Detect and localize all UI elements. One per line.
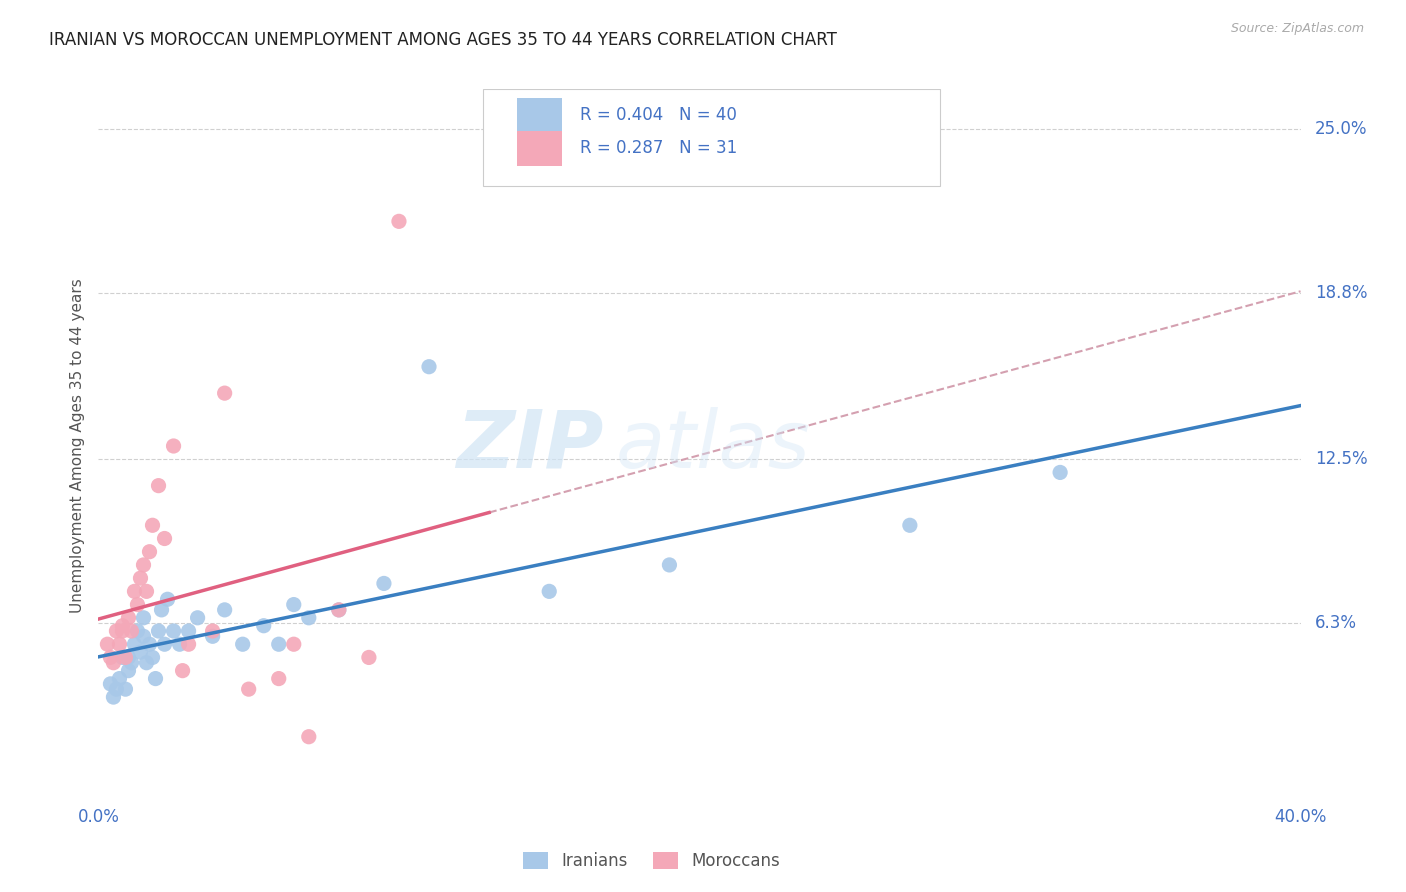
Point	[124, 584, 146, 599]
Point	[153, 532, 176, 546]
Point	[111, 624, 134, 638]
Point	[121, 624, 143, 638]
Point	[117, 650, 139, 665]
FancyBboxPatch shape	[484, 89, 939, 186]
Point	[114, 650, 136, 665]
Point	[388, 214, 411, 228]
Point	[135, 656, 157, 670]
Point	[141, 650, 163, 665]
Point	[111, 650, 134, 665]
Point	[132, 558, 155, 572]
Point	[148, 624, 170, 638]
Point	[298, 730, 321, 744]
Point	[121, 656, 143, 670]
Point	[187, 611, 209, 625]
Point	[658, 558, 681, 572]
Point	[418, 359, 440, 374]
Point	[141, 518, 163, 533]
Point	[538, 584, 561, 599]
Point	[357, 650, 380, 665]
Point	[328, 603, 350, 617]
Point	[127, 598, 149, 612]
Point	[148, 478, 170, 492]
Point	[153, 637, 176, 651]
Y-axis label: Unemployment Among Ages 35 to 44 years: Unemployment Among Ages 35 to 44 years	[69, 278, 84, 614]
Point	[1049, 466, 1071, 480]
Point	[267, 672, 290, 686]
Point	[214, 386, 236, 401]
Point	[201, 624, 224, 638]
Point	[105, 682, 128, 697]
Point	[124, 637, 146, 651]
Point	[267, 637, 290, 651]
Text: Source: ZipAtlas.com: Source: ZipAtlas.com	[1230, 22, 1364, 36]
Text: 12.5%: 12.5%	[1315, 450, 1368, 468]
Bar	[517, 98, 562, 132]
Text: 18.8%: 18.8%	[1315, 284, 1368, 301]
Point	[105, 624, 128, 638]
Point	[298, 611, 321, 625]
Point	[103, 656, 125, 670]
Point	[172, 664, 194, 678]
Point	[111, 618, 134, 632]
Text: R = 0.287   N = 31: R = 0.287 N = 31	[581, 139, 738, 157]
Text: R = 0.404   N = 40: R = 0.404 N = 40	[581, 106, 737, 124]
Point	[100, 677, 122, 691]
Point	[373, 576, 395, 591]
Point	[238, 682, 260, 697]
Point	[129, 645, 152, 659]
Point	[328, 603, 350, 617]
Point	[177, 637, 200, 651]
Point	[150, 603, 173, 617]
Point	[100, 650, 122, 665]
Point	[103, 690, 125, 704]
Point	[132, 611, 155, 625]
Point	[96, 637, 118, 651]
Text: atlas: atlas	[616, 407, 810, 485]
Point	[283, 637, 305, 651]
Point	[127, 624, 149, 638]
Text: 25.0%: 25.0%	[1315, 120, 1368, 138]
Point	[156, 592, 179, 607]
Point	[135, 584, 157, 599]
Point	[169, 637, 191, 651]
Legend: Iranians, Moroccans: Iranians, Moroccans	[516, 845, 786, 877]
Text: 6.3%: 6.3%	[1315, 614, 1357, 632]
Point	[108, 637, 131, 651]
Point	[253, 618, 276, 632]
Text: ZIP: ZIP	[456, 407, 603, 485]
Point	[138, 637, 160, 651]
Point	[114, 682, 136, 697]
Point	[214, 603, 236, 617]
Point	[232, 637, 254, 651]
Point	[108, 672, 131, 686]
Point	[201, 629, 224, 643]
Point	[898, 518, 921, 533]
Bar	[517, 131, 562, 166]
Point	[283, 598, 305, 612]
Point	[132, 629, 155, 643]
Point	[117, 664, 139, 678]
Point	[117, 611, 139, 625]
Point	[162, 439, 184, 453]
Text: IRANIAN VS MOROCCAN UNEMPLOYMENT AMONG AGES 35 TO 44 YEARS CORRELATION CHART: IRANIAN VS MOROCCAN UNEMPLOYMENT AMONG A…	[49, 31, 837, 49]
Point	[162, 624, 184, 638]
Point	[145, 672, 167, 686]
Point	[129, 571, 152, 585]
Point	[138, 545, 160, 559]
Point	[177, 624, 200, 638]
